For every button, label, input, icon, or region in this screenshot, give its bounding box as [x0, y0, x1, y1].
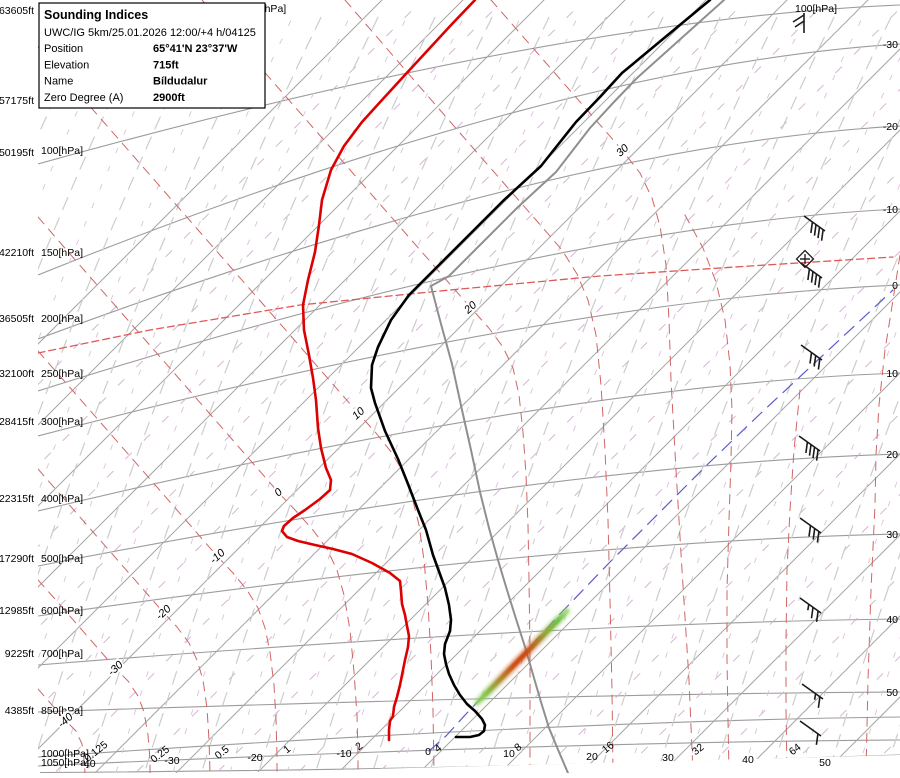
svg-text:42210ft: 42210ft — [0, 247, 34, 259]
svg-text:Sounding Indices: Sounding Indices — [44, 8, 148, 22]
svg-text:Elevation: Elevation — [44, 59, 89, 71]
svg-text:Zero Degree (A): Zero Degree (A) — [44, 92, 123, 104]
svg-text:100[hPa]: 100[hPa] — [41, 145, 83, 157]
svg-text:600[hPa]: 600[hPa] — [41, 605, 83, 617]
svg-text:30: 30 — [886, 529, 898, 541]
svg-text:UWC/IG 5km/25.01.2026 12:00/+4: UWC/IG 5km/25.01.2026 12:00/+4 h/04125 — [44, 27, 256, 39]
svg-text:Position: Position — [44, 43, 83, 55]
svg-text:32100ft: 32100ft — [0, 368, 34, 380]
svg-text:40: 40 — [742, 754, 754, 766]
svg-text:17290ft: 17290ft — [0, 553, 34, 565]
svg-text:64: 64 — [787, 741, 804, 758]
svg-text:400[hPa]: 400[hPa] — [41, 493, 83, 505]
svg-text:0: 0 — [892, 280, 898, 292]
svg-text:65°41'N 23°37'W: 65°41'N 23°37'W — [153, 43, 238, 55]
svg-text:16: 16 — [600, 739, 617, 756]
svg-text:-10: -10 — [883, 204, 898, 216]
svg-text:10: 10 — [886, 368, 898, 380]
svg-text:150[hPa]: 150[hPa] — [41, 247, 83, 259]
svg-text:4385ft: 4385ft — [5, 705, 34, 717]
svg-text:63605ft: 63605ft — [0, 5, 34, 17]
svg-text:2: 2 — [353, 740, 365, 753]
svg-text:1: 1 — [281, 743, 293, 756]
svg-text:28415ft: 28415ft — [0, 416, 34, 428]
svg-text:0.125: 0.125 — [82, 739, 110, 765]
svg-text:50195ft: 50195ft — [0, 147, 34, 159]
svg-text:-30: -30 — [883, 39, 898, 51]
svg-text:250[hPa]: 250[hPa] — [41, 368, 83, 380]
svg-text:300[hPa]: 300[hPa] — [41, 416, 83, 428]
svg-text:4: 4 — [432, 742, 444, 755]
svg-text:36505ft: 36505ft — [0, 313, 34, 325]
svg-text:-10: -10 — [336, 748, 351, 760]
svg-text:-20: -20 — [247, 752, 262, 764]
svg-text:40: 40 — [886, 614, 898, 626]
svg-text:Name: Name — [44, 76, 73, 88]
svg-text:50: 50 — [886, 687, 898, 699]
svg-text:-20: -20 — [883, 121, 898, 133]
svg-text:20: 20 — [586, 751, 598, 763]
svg-text:700[hPa]: 700[hPa] — [41, 648, 83, 660]
svg-text:0: 0 — [425, 746, 431, 758]
svg-text:2900ft: 2900ft — [153, 92, 185, 104]
svg-text:57175ft: 57175ft — [0, 95, 34, 107]
svg-text:Bíldudalur: Bíldudalur — [153, 76, 208, 88]
svg-text:30: 30 — [662, 752, 674, 764]
svg-text:20: 20 — [886, 449, 898, 461]
svg-text:715ft: 715ft — [153, 59, 179, 71]
svg-text:10: 10 — [503, 748, 515, 760]
svg-text:9225ft: 9225ft — [5, 648, 34, 660]
svg-text:500[hPa]: 500[hPa] — [41, 553, 83, 565]
svg-text:200[hPa]: 200[hPa] — [41, 313, 83, 325]
svg-text:50: 50 — [819, 757, 831, 769]
svg-text:100[hPa]: 100[hPa] — [795, 3, 837, 15]
svg-text:0.5: 0.5 — [213, 743, 232, 762]
svg-text:12985ft: 12985ft — [0, 605, 34, 617]
svg-text:22315ft: 22315ft — [0, 493, 34, 505]
